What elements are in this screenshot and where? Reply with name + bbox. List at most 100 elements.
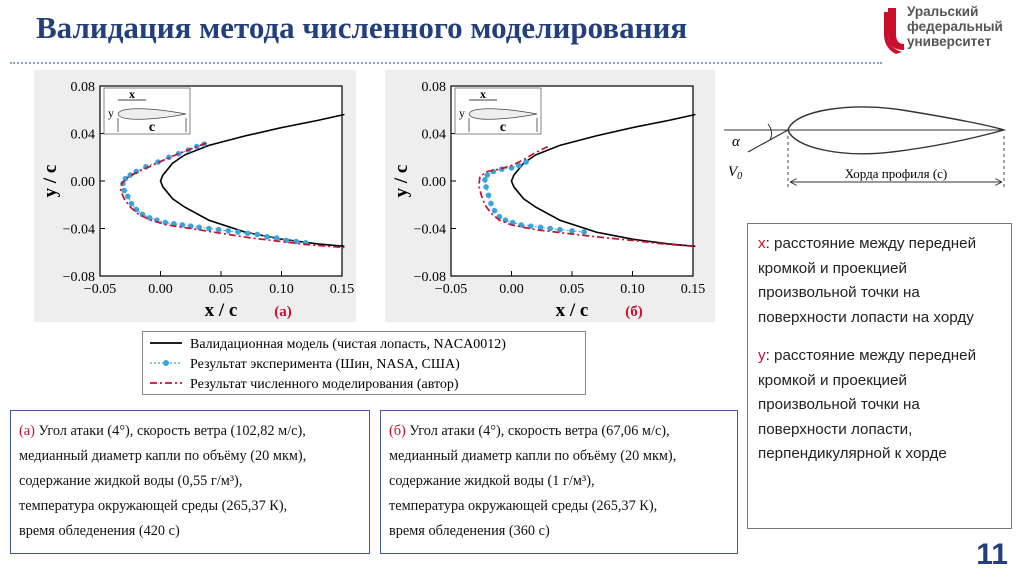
title-divider [10,62,882,64]
x-tick-label: −0.05 [435,282,467,297]
experiment-point [128,200,135,207]
simulation-line [477,145,694,248]
logo-line-2: федеральный [907,19,1003,34]
experiment-point [484,172,491,178]
experiment-point [125,193,131,200]
params-a-line-1: (а) Угол атаки (4°), скорость ветра (102… [19,423,306,439]
chart-b: −0.05 0.00 0.05 0.10 0.15 0.08 0.04 0.00 −0.04 −0… [391,80,706,321]
experiment-point [482,177,488,183]
experiment-point [581,229,587,235]
inset-c-label: c [149,120,155,135]
simulation-line [119,142,345,249]
experiment-point [569,228,575,234]
x-tick-label: 0.15 [330,282,355,297]
experiment-line [484,161,585,233]
flow-direction-line [747,129,789,153]
experiment-line [122,143,306,244]
y-tick-label: −0.08 [63,270,95,285]
experiment-point [515,162,522,169]
experiment-point [235,229,241,235]
params-a-tag: (а) [19,423,35,439]
x-tick-label: 0.05 [560,282,585,297]
experiment-point [155,159,161,165]
legend-label-model: Валидационная модель (чистая лопасть, NA… [190,337,506,352]
page-number: 11 [976,538,1008,571]
v0-label: V0 [728,164,742,182]
experiment-point [254,231,261,238]
chart-panel-b: −0.05 0.00 0.05 0.10 0.15 0.08 0.04 0.00 −0.04 −0… [385,70,715,322]
experiment-point [146,215,153,221]
y-tick-label: −0.04 [63,223,95,238]
y-tick-label: −0.08 [414,270,446,285]
urfu-logo [884,8,904,54]
x-tick-label: 0.00 [148,282,173,297]
panel-label: (б) [625,304,643,320]
experiment-point [557,226,563,233]
logo-line-3: университет [907,34,992,49]
params-box-a: (а) Угол атаки (4°), скорость ветра (102… [10,410,370,554]
experiment-point [508,165,515,171]
experiment-point [537,224,544,231]
y-tick-label: −0.04 [414,223,446,238]
page-title: Валидация метода численного моделировани… [36,10,688,45]
experiment-point [483,184,489,190]
experiment-point [523,159,529,165]
panel-label: (а) [274,304,292,320]
params-a-line-5: время обледенения (420 с) [19,523,180,539]
params-b-line-5: время обледенения (360 с) [389,523,550,539]
inset-x-label: x [129,87,135,101]
definition-y-text: : расстояние между передней кромкой и пр… [758,347,977,462]
inset-y-label: y [108,106,114,120]
x-tick-label: 0.10 [620,282,645,297]
params-box-b: (б) Угол атаки (4°), скорость ветра (67,… [380,410,738,554]
y-axis-label: y / c [40,165,61,198]
inset-c-label: c [500,120,506,135]
chart-a: −0.05 0.00 0.05 0.10 0.15 0.08 0.04 0.00 −0.04 −0… [40,80,355,321]
experiment-point [547,225,554,232]
x-tick-label: 0.10 [269,282,294,297]
experiment-point [491,207,498,214]
legend-label-simulation: Результат численного моделирования (авто… [190,377,459,392]
y-axis-label: y / c [391,165,412,198]
experiment-point [121,187,127,194]
x-tick-label: −0.05 [84,282,116,297]
params-b-line-4: температура окружающей среды (265,37 К), [389,498,658,514]
experiment-point [215,226,222,233]
experiment-point [225,228,232,234]
definition-x-var: x [758,235,766,252]
alpha-label: α [732,134,741,150]
experiment-point [528,223,534,229]
airfoil-diagram: α V0 Хорда профиля (c) [724,106,1007,188]
params-b-line-2: медианный диаметр капли по объёму (20 мк… [389,448,677,464]
x-tick-label: 0.15 [681,282,706,297]
y-tick-label: 0.00 [422,175,447,190]
legend-frame [142,331,586,395]
x-axis-label: x / c [205,300,238,321]
params-a-line-2: медианный диаметр капли по объёму (20 мк… [19,448,307,464]
experiment-point [139,211,146,218]
definition-y-var: y [758,347,766,364]
x-tick-label: 0.00 [499,282,524,297]
definitions-box: x: расстояние между передней кромкой и п… [747,223,1012,529]
legend-label-experiment: Результат эксперимента (Шин, NASA, США) [190,357,460,372]
x-axis-label: x / c [556,300,589,321]
y-tick-label: 0.00 [71,175,96,190]
angle-arc [767,123,773,141]
params-b-line-1: (б) Угол атаки (4°), скорость ветра (67,… [389,423,670,439]
legend-marker-experiment [163,360,169,366]
y-tick-label: 0.04 [71,128,96,143]
experiment-point [127,172,134,178]
inset-x-label: x [480,87,486,101]
inset-airfoil [117,108,187,120]
y-tick-label: 0.08 [422,80,447,95]
definition-y: y: расстояние между передней кромкой и п… [758,344,1003,467]
y-tick-label: 0.04 [422,128,447,143]
experiment-point [244,230,251,237]
chart-legend: Валидационная модель (чистая лопасть, NA… [142,331,586,395]
params-b-tag: (б) [389,423,406,439]
experiment-point [162,219,169,226]
params-a-line-3: содержание жидкой воды (0,55 г/м³), [19,473,243,489]
definition-x-text: : расстояние между передней кромкой и пр… [758,235,977,326]
definition-x: x: расстояние между передней кромкой и п… [758,232,1003,330]
inset-airfoil [468,108,538,120]
